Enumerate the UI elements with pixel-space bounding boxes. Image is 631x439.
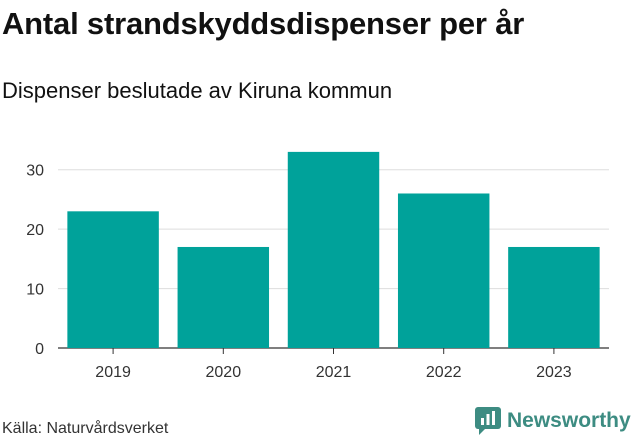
x-tick-label: 2021	[316, 364, 352, 381]
x-tick-label: 2023	[536, 364, 572, 381]
y-tick-label: 0	[35, 341, 44, 358]
x-tick-label: 2022	[426, 364, 462, 381]
bars	[67, 151, 600, 348]
y-tick-label: 20	[26, 222, 44, 239]
bar-2023	[508, 246, 600, 348]
y-axis-ticks: 0 10 20 30	[26, 163, 44, 358]
y-tick-label: 10	[26, 282, 44, 299]
bar-2020	[177, 246, 270, 348]
x-tick-label: 2019	[95, 364, 131, 381]
chart-title: Antal strandskyddsdispenser per år	[2, 6, 525, 41]
source-note: Källa: Naturvårdsverket	[2, 420, 169, 437]
x-tick-label: 2020	[206, 364, 242, 381]
bar-chart: 0 10 20 30 2019 2020 2021 2022 2023	[26, 151, 609, 381]
bar-2022	[397, 193, 490, 348]
bar-2019	[67, 211, 159, 348]
chart-subtitle: Dispenser beslutade av Kiruna kommun	[2, 78, 393, 103]
newsworthy-logo-icon	[475, 407, 501, 435]
x-axis-ticks: 2019 2020 2021 2022 2023	[95, 348, 572, 381]
y-tick-label: 30	[26, 163, 44, 180]
logo-text: Newsworthy	[507, 409, 631, 432]
newsworthy-logo: Newsworthy	[475, 407, 631, 435]
bar-2021	[287, 151, 380, 348]
